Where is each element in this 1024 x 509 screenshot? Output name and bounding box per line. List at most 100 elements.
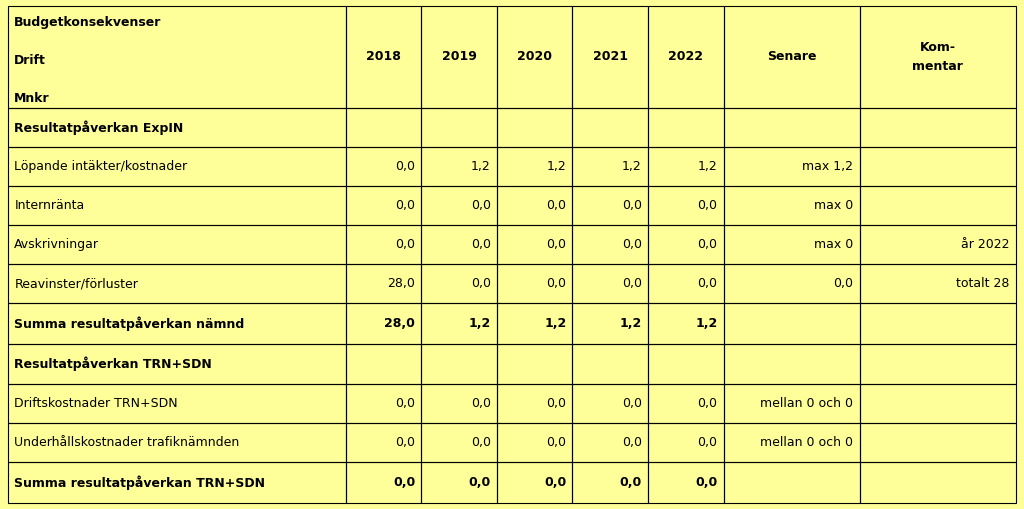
Bar xyxy=(8,108,346,147)
Text: 0,0: 0,0 xyxy=(393,476,415,489)
Bar xyxy=(421,303,497,345)
Bar xyxy=(859,264,1016,303)
Bar xyxy=(724,345,859,384)
Bar xyxy=(346,225,421,264)
Bar xyxy=(346,225,421,264)
Text: 1,2: 1,2 xyxy=(697,160,718,173)
Bar xyxy=(421,303,497,345)
Bar xyxy=(648,462,724,503)
Bar xyxy=(648,6,724,108)
Text: 0,0: 0,0 xyxy=(622,199,642,212)
Text: 1,2: 1,2 xyxy=(623,160,642,173)
Bar xyxy=(572,225,648,264)
Text: 0,0: 0,0 xyxy=(622,436,642,449)
Bar xyxy=(859,303,1016,345)
Bar xyxy=(421,264,497,303)
Text: 1,2: 1,2 xyxy=(544,318,566,330)
Bar xyxy=(8,462,346,503)
Bar xyxy=(724,264,859,303)
Bar xyxy=(572,6,648,108)
Text: 2018: 2018 xyxy=(367,50,401,64)
Bar xyxy=(8,422,346,462)
Bar xyxy=(648,462,724,503)
Text: 1,2: 1,2 xyxy=(471,160,490,173)
Bar xyxy=(572,147,648,186)
Text: Reavinster/förluster: Reavinster/förluster xyxy=(14,277,138,290)
Text: Resultatpåverkan ExpIN: Resultatpåverkan ExpIN xyxy=(14,120,183,135)
Bar xyxy=(648,186,724,225)
Text: 0,0: 0,0 xyxy=(471,277,490,290)
Bar xyxy=(572,303,648,345)
Text: totalt 28: totalt 28 xyxy=(956,277,1010,290)
Text: 0,0: 0,0 xyxy=(620,476,642,489)
Bar xyxy=(859,345,1016,384)
Text: 0,0: 0,0 xyxy=(471,238,490,251)
Text: 0,0: 0,0 xyxy=(471,436,490,449)
Bar xyxy=(346,6,421,108)
Bar xyxy=(724,303,859,345)
Bar xyxy=(859,186,1016,225)
Text: 0,0: 0,0 xyxy=(697,397,718,410)
Bar xyxy=(724,303,859,345)
Text: mellan 0 och 0: mellan 0 och 0 xyxy=(761,397,853,410)
Bar xyxy=(648,147,724,186)
Text: Avskrivningar: Avskrivningar xyxy=(14,238,99,251)
Bar xyxy=(497,108,572,147)
Text: 1,2: 1,2 xyxy=(547,160,566,173)
Bar xyxy=(724,384,859,422)
Bar xyxy=(724,186,859,225)
Text: Internränta: Internränta xyxy=(14,199,85,212)
Bar xyxy=(421,422,497,462)
Bar xyxy=(8,422,346,462)
Text: Kom-
mentar: Kom- mentar xyxy=(912,41,964,73)
Text: Driftskostnader TRN+SDN: Driftskostnader TRN+SDN xyxy=(14,397,178,410)
Bar xyxy=(859,422,1016,462)
Text: 0,0: 0,0 xyxy=(697,199,718,212)
Bar xyxy=(572,147,648,186)
Text: 0,0: 0,0 xyxy=(622,238,642,251)
Text: 0,0: 0,0 xyxy=(547,238,566,251)
Bar xyxy=(497,6,572,108)
Bar xyxy=(497,6,572,108)
Bar xyxy=(648,225,724,264)
Bar xyxy=(346,345,421,384)
Bar xyxy=(572,186,648,225)
Bar xyxy=(421,186,497,225)
Text: 0,0: 0,0 xyxy=(547,397,566,410)
Bar xyxy=(421,225,497,264)
Bar xyxy=(497,384,572,422)
Bar xyxy=(8,186,346,225)
Bar xyxy=(724,186,859,225)
Bar xyxy=(648,384,724,422)
Bar xyxy=(648,422,724,462)
Text: 1,2: 1,2 xyxy=(620,318,642,330)
Bar xyxy=(572,462,648,503)
Bar xyxy=(497,108,572,147)
Bar xyxy=(572,422,648,462)
Bar xyxy=(346,422,421,462)
Bar xyxy=(724,422,859,462)
Text: 0,0: 0,0 xyxy=(697,238,718,251)
Bar xyxy=(572,186,648,225)
Bar xyxy=(346,462,421,503)
Text: 2021: 2021 xyxy=(593,50,628,64)
Bar xyxy=(8,303,346,345)
Bar xyxy=(421,147,497,186)
Bar xyxy=(648,147,724,186)
Text: 0,0: 0,0 xyxy=(622,397,642,410)
Bar xyxy=(648,303,724,345)
Text: 0,0: 0,0 xyxy=(395,199,415,212)
Text: 28,0: 28,0 xyxy=(384,318,415,330)
Bar xyxy=(497,345,572,384)
Bar xyxy=(497,345,572,384)
Bar xyxy=(8,345,346,384)
Text: Summa resultatpåverkan TRN+SDN: Summa resultatpåverkan TRN+SDN xyxy=(14,475,265,490)
Bar xyxy=(346,303,421,345)
Bar xyxy=(421,108,497,147)
Bar xyxy=(572,345,648,384)
Bar xyxy=(497,147,572,186)
Bar xyxy=(421,6,497,108)
Bar xyxy=(346,384,421,422)
Bar xyxy=(859,108,1016,147)
Text: Budgetkonsekvenser

Drift

Mnkr: Budgetkonsekvenser Drift Mnkr xyxy=(14,16,162,105)
